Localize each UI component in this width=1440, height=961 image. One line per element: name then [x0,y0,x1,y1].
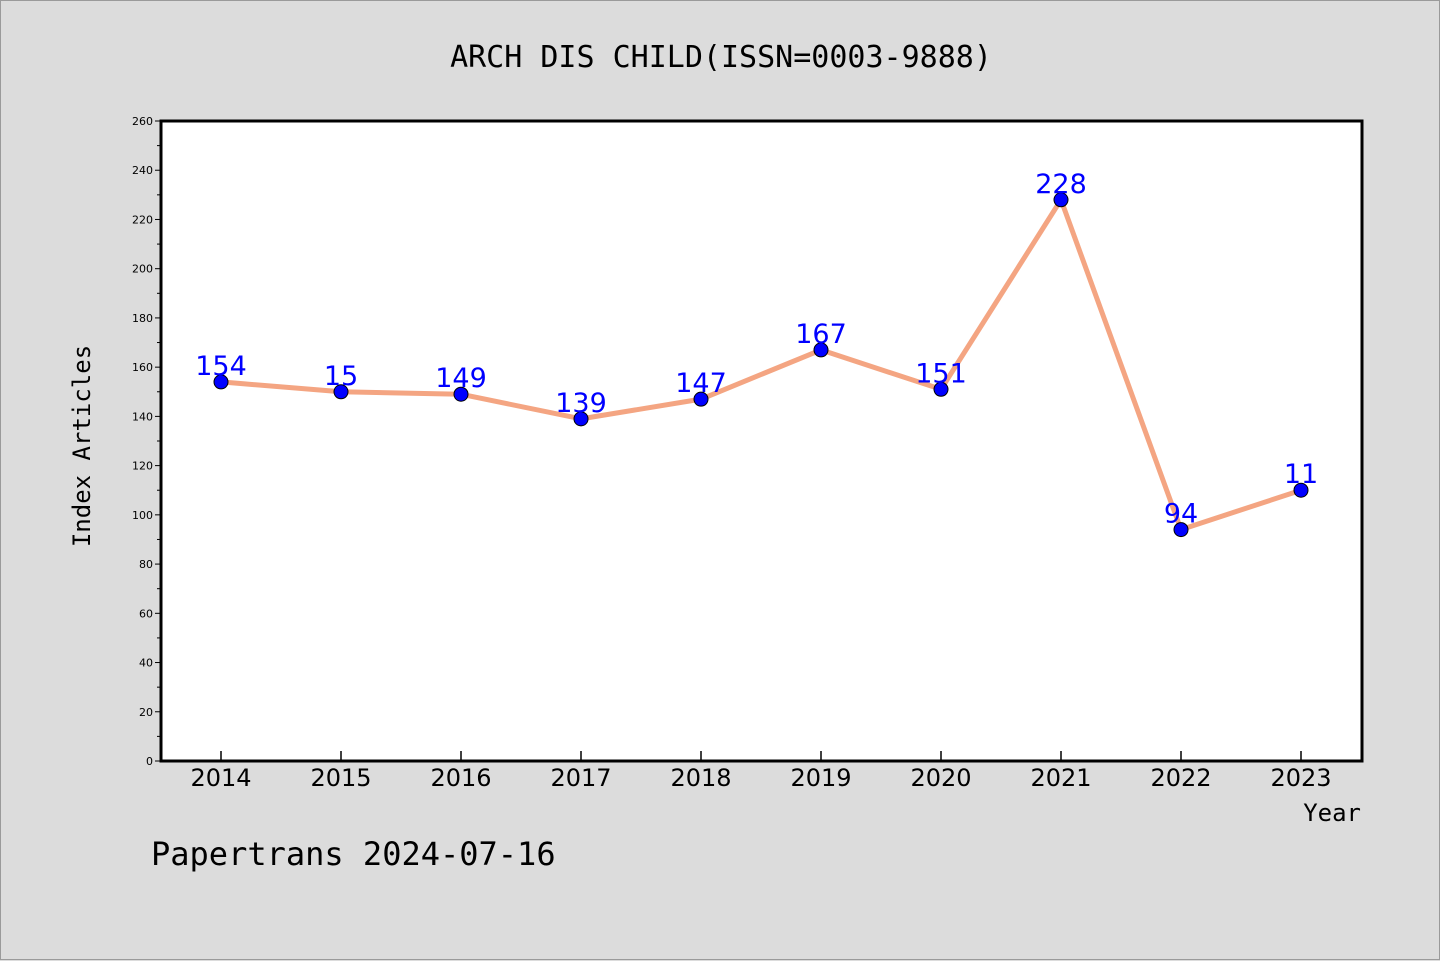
x-tick-label: 2021 [1030,764,1091,792]
data-point [693,391,709,407]
data-point [453,386,469,402]
data-label: 167 [795,319,847,350]
x-tick-label: 2019 [790,764,851,792]
data-point [933,381,949,397]
data-point [213,374,229,390]
data-label: 147 [675,368,727,399]
y-tick-label: 60 [139,607,153,620]
y-tick-label: 0 [146,755,153,768]
x-tick-label: 2017 [550,764,611,792]
series-line [220,197,1302,533]
data-point [1173,522,1189,538]
x-tick-label: 2015 [310,764,371,792]
y-tick-label: 220 [132,213,153,226]
y-tick-label: 160 [132,361,153,374]
data-point [333,384,349,400]
y-tick-label: 200 [132,263,153,276]
y-tick-label: 100 [132,509,153,522]
data-label: 15 [324,361,358,392]
y-axis-label: Index Articles [68,345,96,547]
y-tick-label: 20 [139,706,153,719]
y-tick-label: 240 [132,164,153,177]
data-label: 11 [1284,459,1318,490]
series-markers [213,192,1309,538]
data-point [1053,192,1069,208]
data-label: 139 [555,388,607,419]
data-point [1293,482,1309,498]
y-tick-label: 180 [132,312,153,325]
chart-title: ARCH DIS CHILD(ISSN=0003-9888) [450,40,992,75]
x-axis: 2014 2015 2016 2017 2018 2019 2020 2021 2022 2023 [190,751,1332,792]
x-axis-label: Year [1303,799,1361,827]
y-tick-label: 260 [132,115,153,128]
y-tick-label: 40 [139,657,153,670]
footer-watermark: Papertrans 2024-07-16 [151,835,556,873]
x-tick-label: 2016 [430,764,491,792]
x-tick-label: 2023 [1270,764,1331,792]
data-label: 94 [1164,499,1198,530]
data-labels: 154 15 149 139 147 167 151 228 94 11 [195,169,1318,530]
x-tick-label: 2020 [910,764,971,792]
y-tick-label: 140 [132,410,153,423]
y-axis: 0 20 40 60 80 100 120 140 160 180 200 220 240 260 [132,115,161,768]
data-label: 149 [435,363,487,394]
x-tick-label: 2018 [670,764,731,792]
data-point [813,342,829,358]
x-tick-label: 2022 [1150,764,1211,792]
plot-area [159,119,1364,763]
data-label: 151 [915,358,967,389]
data-label: 228 [1035,169,1087,200]
data-point [573,411,589,427]
y-tick-label: 80 [139,558,153,571]
data-label: 154 [195,351,247,382]
y-tick-label: 120 [132,460,153,473]
x-tick-label: 2014 [190,764,251,792]
